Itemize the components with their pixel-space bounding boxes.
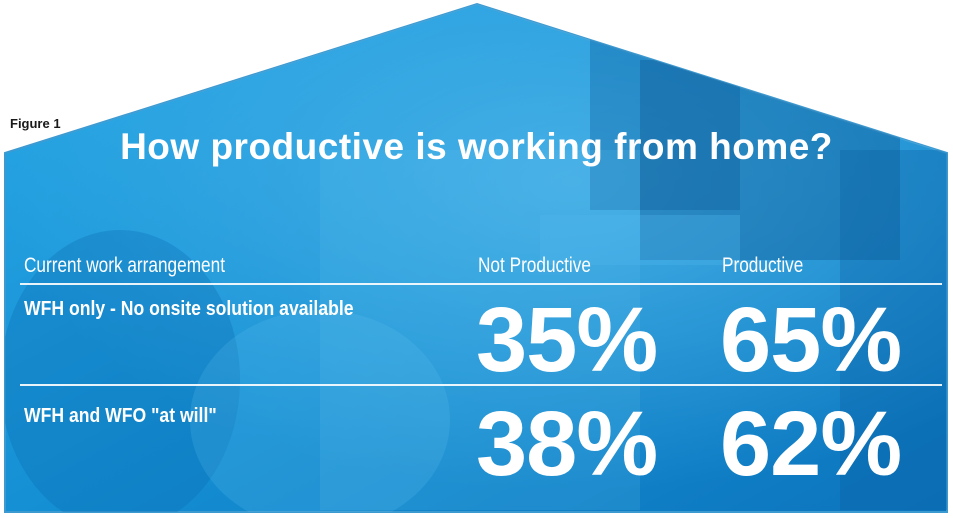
chair-shape xyxy=(5,230,240,512)
divider-line xyxy=(20,384,942,386)
column-header-not-productive: Not Productive xyxy=(478,254,591,277)
table-header-row: Current work arrangement Not Productive … xyxy=(0,254,953,284)
column-header-arrangement: Current work arrangement xyxy=(24,254,225,277)
divider-line xyxy=(20,283,942,285)
value-not-productive-row-2: 38% xyxy=(476,393,658,495)
keyboard-shape xyxy=(540,215,740,265)
row-label-wfh-and-wfo: WFH and WFO "at will" xyxy=(24,405,217,427)
row-label-wfh-only: WFH only - No onsite solution available xyxy=(24,298,354,320)
chair-shape-2 xyxy=(190,310,450,512)
column-header-productive: Productive xyxy=(722,254,804,277)
desk-shape xyxy=(320,150,640,510)
value-productive-row-2: 62% xyxy=(720,393,902,495)
chart-title: How productive is working from home? xyxy=(120,126,833,167)
value-not-productive-row-1: 35% xyxy=(476,289,658,391)
value-productive-row-1: 65% xyxy=(720,289,902,391)
figure-label: Figure 1 xyxy=(10,116,61,131)
shelf-shape xyxy=(840,150,947,510)
